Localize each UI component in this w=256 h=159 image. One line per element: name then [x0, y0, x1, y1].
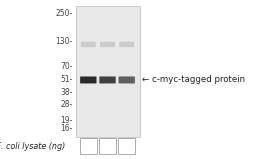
Text: ← c-myc-tagged protein: ← c-myc-tagged protein [142, 76, 245, 84]
FancyBboxPatch shape [119, 76, 135, 83]
FancyBboxPatch shape [100, 42, 115, 47]
FancyBboxPatch shape [80, 76, 97, 83]
FancyBboxPatch shape [119, 42, 134, 47]
Text: 200: 200 [81, 142, 96, 151]
Text: 16-: 16- [60, 124, 72, 133]
Bar [118, 138, 135, 154]
Text: 51-: 51- [60, 76, 72, 84]
Text: 50: 50 [122, 142, 132, 151]
Text: 38-: 38- [60, 88, 72, 97]
Text: E. coli lysate (ng): E. coli lysate (ng) [0, 142, 65, 151]
FancyBboxPatch shape [81, 42, 96, 47]
Bar [99, 138, 116, 154]
Bar [76, 6, 140, 137]
Text: 19-: 19- [60, 117, 72, 125]
Text: 28-: 28- [60, 100, 72, 109]
Text: 100: 100 [100, 142, 115, 151]
Text: 70-: 70- [60, 62, 72, 71]
FancyBboxPatch shape [99, 76, 116, 83]
Text: 250-: 250- [55, 9, 72, 18]
Text: 130-: 130- [55, 37, 72, 46]
Bar [80, 138, 97, 154]
